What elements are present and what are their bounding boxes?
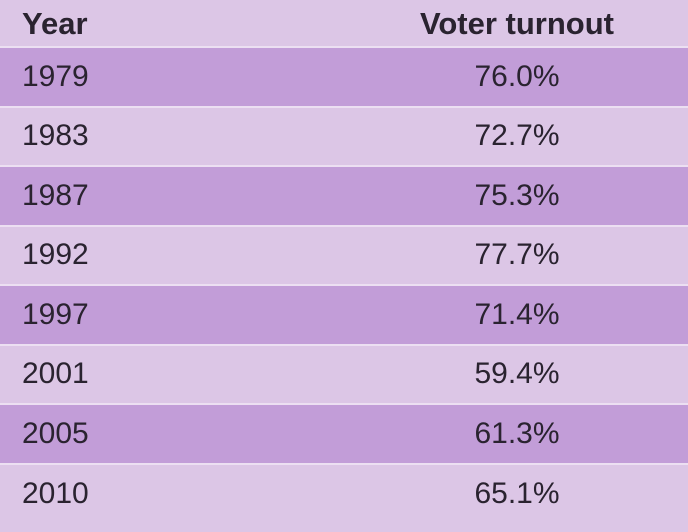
column-header-year: Year [22, 5, 88, 41]
turnout-cell: 75.3% [474, 178, 560, 212]
turnout-cell: 71.4% [474, 297, 560, 331]
year-cell: 1997 [22, 297, 89, 331]
table-row: 2005 61.3% [0, 405, 688, 465]
table-row: 1979 76.0% [0, 48, 688, 108]
year-cell: 1987 [22, 178, 89, 212]
year-cell: 1992 [22, 238, 89, 272]
turnout-cell: 77.7% [474, 238, 560, 272]
table-row: 1983 72.7% [0, 107, 688, 167]
year-cell: 2005 [22, 416, 89, 450]
year-cell: 2001 [22, 357, 89, 391]
turnout-cell: 65.1% [474, 477, 560, 511]
year-cell: 1979 [22, 59, 89, 93]
turnout-cell: 72.7% [474, 119, 560, 153]
table-row: 2010 65.1% [0, 464, 688, 524]
table-row: 1987 75.3% [0, 167, 688, 227]
turnout-cell: 76.0% [474, 59, 560, 93]
turnout-cell: 61.3% [474, 416, 560, 450]
table-row: 1997 71.4% [0, 286, 688, 346]
year-cell: 1983 [22, 119, 89, 153]
turnout-cell: 59.4% [474, 357, 560, 391]
year-cell: 2010 [22, 477, 89, 511]
table-row: 1992 77.7% [0, 226, 688, 286]
table-header-row: Year Voter turnout [0, 0, 688, 48]
table-row: 2001 59.4% [0, 345, 688, 405]
column-header-voter-turnout: Voter turnout [419, 5, 614, 41]
